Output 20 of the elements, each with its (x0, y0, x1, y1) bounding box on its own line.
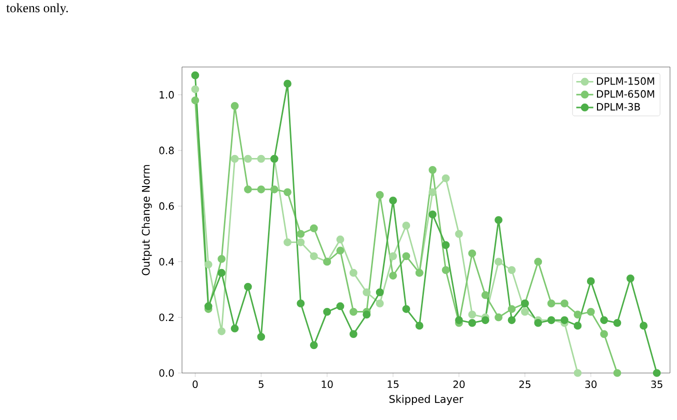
x-tick-label: 20 (453, 380, 465, 388)
y-tick-label: 0.8 (159, 146, 174, 154)
y-tick-label: 0.0 (159, 369, 174, 377)
y-axis-title: Output Change Norm (142, 165, 152, 276)
x-tick-label: 25 (519, 380, 530, 388)
x-tick-label: 35 (651, 380, 662, 388)
x-tick-label: 0 (192, 380, 198, 388)
y-tick-label: 0.4 (159, 258, 174, 266)
x-tick-label: 10 (322, 380, 333, 388)
x-tick-label: 5 (258, 380, 264, 388)
x-axis-title: Skipped Layer (389, 394, 464, 406)
legend-label: DPLM-650M (597, 90, 654, 98)
y-tick-label: 1.0 (160, 91, 174, 99)
y-tick-label: 0.2 (159, 314, 174, 322)
x-tick-label: 30 (585, 380, 597, 388)
text: tokens only. (6, 3, 68, 15)
legend-label: DPLM-3B (597, 103, 640, 111)
x-tick-label: 15 (388, 380, 398, 388)
y-tick-label: 0.6 (159, 202, 174, 210)
legend-label: DPLM-150M (597, 77, 654, 85)
